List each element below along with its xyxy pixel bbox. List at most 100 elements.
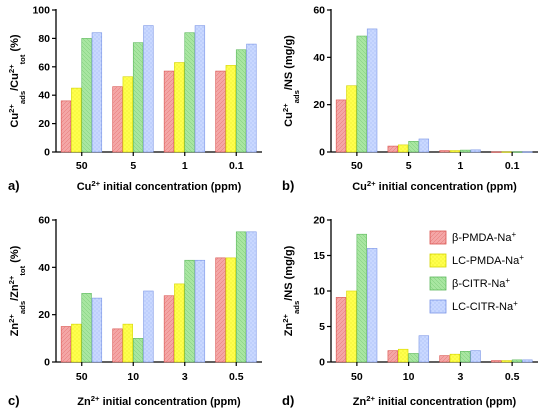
x-tick-label: 0.1 xyxy=(229,160,244,172)
bar-b-0.1-s2 xyxy=(511,151,523,153)
x-axis-title: Zn2+​ initial concentration (ppm) xyxy=(77,394,241,408)
legend-swatch xyxy=(429,230,447,245)
bar-c-50-s3 xyxy=(91,297,103,363)
y-tick-label: 40 xyxy=(313,52,325,64)
bar-c-10-s1 xyxy=(122,323,133,363)
x-tick-label: 50 xyxy=(351,160,363,172)
y-tick-label: 0 xyxy=(319,147,325,159)
y-axis-title: Zn2+​ads​/NS (mg/g) xyxy=(281,245,301,336)
y-tick-label: 60 xyxy=(313,5,325,17)
y-tick-label: 5 xyxy=(319,321,325,333)
bar-a-5-s0 xyxy=(112,86,123,153)
x-tick-label: 5 xyxy=(130,160,136,172)
bar-c-0.5-s1 xyxy=(225,257,236,363)
bar-b-50-s3 xyxy=(366,28,378,153)
legend: β-PMDA-Na+ LC-PMDA-Na+ β-CITR-Na+ LC-CITR-N… xyxy=(429,230,524,314)
y-axis-title-group: Cu2+​ads​/Cu2+​tot​ (%) xyxy=(7,34,27,128)
bar-b-5-s3 xyxy=(418,138,430,153)
x-tick-label: 3 xyxy=(182,371,188,383)
y-tick-label: 0 xyxy=(44,147,50,159)
x-tick-label: 1 xyxy=(457,160,463,172)
bar-a-0.1-s2 xyxy=(235,49,247,153)
legend-label: LC-PMDA-Na+ xyxy=(452,253,524,267)
bar-b-5-s0 xyxy=(387,145,398,153)
y-tick-label: 0 xyxy=(44,357,50,369)
legend-swatch xyxy=(429,299,447,314)
x-tick-label: 50 xyxy=(76,371,88,383)
x-tick-label: 50 xyxy=(351,371,363,383)
x-axis-title: Cu2+​ initial concentration (ppm) xyxy=(77,179,242,193)
bar-d-10-s1 xyxy=(397,348,409,363)
panel-label: a) xyxy=(8,178,20,193)
bar-a-1-s0 xyxy=(163,70,175,153)
legend-label: β-CITR-Na+ xyxy=(452,276,510,290)
legend-swatch xyxy=(429,276,447,291)
bar-a-0.1-s1 xyxy=(225,65,236,153)
x-tick-label: 0.5 xyxy=(229,371,244,383)
x-tick-label: 5 xyxy=(406,160,412,172)
bar-c-3-s3 xyxy=(194,259,206,363)
bar-c-0.5-s3 xyxy=(246,231,257,363)
bar-a-50-s2 xyxy=(81,38,92,153)
bar-a-1-s2 xyxy=(184,32,195,153)
bar-b-50-s2 xyxy=(356,35,367,153)
legend-label: LC-CITR-Na+ xyxy=(452,299,518,313)
panel-label: d) xyxy=(282,393,294,408)
bar-b-50-s1 xyxy=(346,85,357,153)
bar-c-50-s0 xyxy=(60,326,72,363)
bar-c-50-s1 xyxy=(71,323,82,363)
y-axis-title: Cu2+​ads​/Cu2+​tot​ (%) xyxy=(7,34,27,128)
bar-a-5-s2 xyxy=(132,42,144,153)
bar-d-0.5-s2 xyxy=(511,359,523,363)
bar-b-1-s2 xyxy=(460,149,471,153)
bar-b-5-s1 xyxy=(397,144,409,153)
legend-label: β-PMDA-Na+ xyxy=(452,230,517,244)
bar-d-10-s0 xyxy=(387,350,398,363)
bar-c-10-s0 xyxy=(112,328,123,363)
bar-b-1-s3 xyxy=(470,149,481,153)
y-tick-label: 0 xyxy=(319,357,325,369)
y-tick-label: 40 xyxy=(38,262,50,274)
x-tick-label: 0.5 xyxy=(505,371,520,383)
bar-d-3-s2 xyxy=(460,351,471,363)
x-tick-label: 10 xyxy=(403,371,415,383)
bar-a-50-s3 xyxy=(91,32,103,153)
bar-a-1-s3 xyxy=(194,25,206,153)
x-axis-title: Cu2+​ initial concentration (ppm) xyxy=(352,179,517,193)
bar-d-0.5-s1 xyxy=(501,360,512,363)
x-tick-label: 0.1 xyxy=(505,160,520,172)
chart-panel-d: 0 5 10 15 20 50 10 3 0.5 Zn2+​ads​/NS (mg/g) Zn2+​… xyxy=(281,215,538,408)
y-axis-title: Zn2+​ads​/Zn2+​tot​ (%) xyxy=(7,245,27,336)
chart-panel-c: 0 20 40 60 50 10 3 0.5 Zn2+​ads​/Zn2+​tot​ (%) Zn… xyxy=(7,215,262,408)
bar-d-10-s3 xyxy=(418,335,430,363)
bar-a-50-s1 xyxy=(71,87,82,153)
bar-b-0.1-s1 xyxy=(501,151,512,153)
y-axis-title: Cu2+​ads​/NS (mg/g) xyxy=(281,35,301,127)
legend-swatch xyxy=(429,253,447,268)
bar-a-0.1-s0 xyxy=(215,70,226,153)
bar-d-50-s0 xyxy=(335,297,347,363)
bar-b-50-s0 xyxy=(335,99,347,153)
bar-d-50-s2 xyxy=(356,233,367,363)
bar-a-5-s3 xyxy=(143,25,154,153)
bar-c-10-s3 xyxy=(143,290,154,363)
y-tick-label: 60 xyxy=(38,215,50,227)
chart-panel-b: 0 20 40 60 50 5 1 0.1 Cu2+​ads​/NS (mg/g) Cu2+​ i… xyxy=(281,5,538,193)
y-tick-label: 20 xyxy=(38,118,50,130)
bar-d-3-s1 xyxy=(449,353,461,363)
x-tick-label: 10 xyxy=(127,371,139,383)
x-axis-title: Zn2+​ initial concentration (ppm) xyxy=(353,394,517,408)
bar-a-5-s1 xyxy=(122,76,133,153)
panel-label: b) xyxy=(282,178,294,193)
bar-a-0.1-s3 xyxy=(246,43,257,153)
bar-b-5-s2 xyxy=(408,141,419,153)
y-tick-label: 20 xyxy=(313,99,325,111)
y-axis-title-group: Cu2+​ads​/NS (mg/g) xyxy=(281,35,301,127)
bar-d-3-s3 xyxy=(470,350,481,363)
y-tick-label: 15 xyxy=(313,250,325,262)
bar-c-0.5-s0 xyxy=(215,257,226,363)
y-tick-label: 60 xyxy=(38,61,50,73)
bar-a-50-s0 xyxy=(60,100,72,153)
bar-b-1-s0 xyxy=(439,150,450,153)
